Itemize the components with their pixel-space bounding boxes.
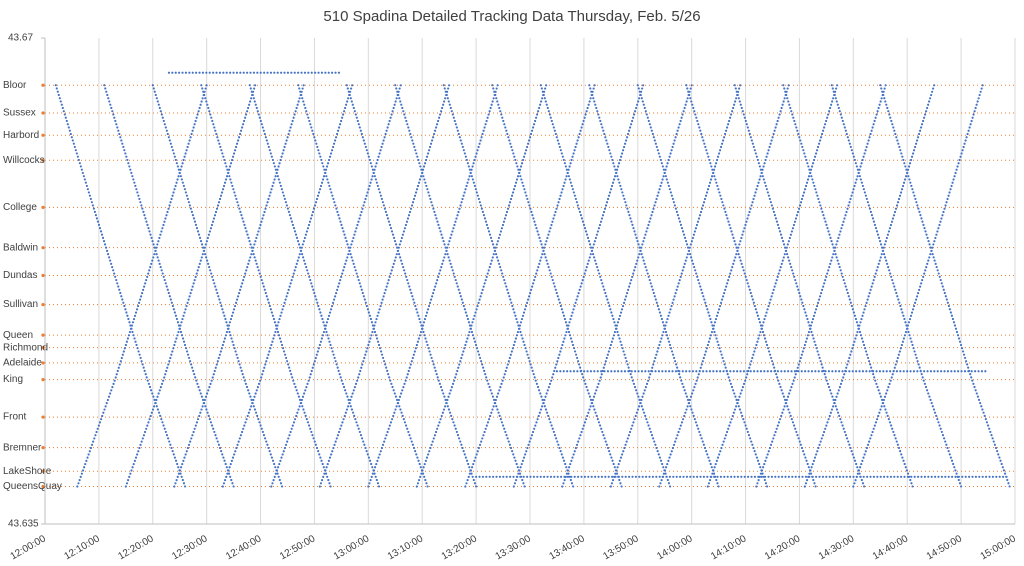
x-tick-label: 12:20:00 (116, 533, 156, 562)
x-tick-label: 12:10:00 (62, 533, 102, 562)
stop-label: Queen (3, 330, 33, 341)
stop-marker (41, 246, 45, 250)
x-tick-label: 14:10:00 (709, 533, 749, 562)
x-tick-label: 14:20:00 (763, 533, 803, 562)
stop-label: College (3, 202, 37, 213)
stop-label: Dundas (3, 270, 37, 281)
x-tick-label: 12:00:00 (9, 533, 49, 562)
stop-marker (41, 303, 45, 307)
vehicle-track (54, 71, 1011, 488)
x-tick-label: 13:10:00 (386, 533, 426, 562)
stop-marker (41, 415, 45, 419)
stop-label: Sussex (3, 108, 36, 119)
stop-marker (41, 484, 45, 489)
stop-label: QueensQuay (3, 481, 62, 492)
stop-label: Bloor (3, 80, 27, 91)
x-tick-label: 12:40:00 (224, 533, 264, 562)
x-tick-label: 13:40:00 (547, 533, 587, 562)
stop-marker (41, 346, 45, 350)
x-tick-label: 12:50:00 (278, 533, 318, 562)
x-tick-label: 14:50:00 (925, 533, 965, 562)
stop-label: Adelaide (3, 358, 42, 369)
x-tick-label: 15:00:00 (979, 533, 1019, 562)
stop-marker (41, 133, 45, 137)
x-tick-label: 12:30:00 (170, 533, 210, 562)
stop-marker (41, 361, 45, 365)
x-tick-label: 13:00:00 (332, 533, 372, 562)
stop-marker (41, 83, 45, 87)
stop-label: Harbord (3, 130, 39, 141)
stop-marker (41, 469, 45, 473)
x-tick-label: 14:00:00 (655, 533, 695, 562)
stop-marker (41, 205, 45, 210)
stop-marker (41, 377, 45, 382)
stop-label: Richmond (3, 342, 48, 353)
stop-label: Front (3, 412, 27, 423)
stop-label: Willcocks (3, 155, 45, 166)
stop-label: Sullivan (3, 299, 38, 310)
x-tick-label: 13:20:00 (440, 533, 480, 562)
stop-label: Baldwin (3, 242, 38, 253)
stop-marker (41, 158, 45, 162)
stop-label: LakeShore (3, 466, 52, 477)
y-tick-label: 43.67 (8, 33, 33, 44)
stop-marker (41, 111, 45, 115)
x-tick-label: 14:30:00 (817, 533, 857, 562)
y-tick-label: 43.635 (8, 519, 39, 530)
chart-title: 510 Spadina Detailed Tracking Data Thurs… (323, 8, 700, 25)
stop-label: King (3, 374, 23, 385)
x-tick-label: 14:40:00 (871, 533, 911, 562)
stop-label: Bremner (3, 442, 42, 453)
stop-marker (41, 446, 45, 450)
stop-marker (41, 273, 45, 278)
x-tick-label: 13:30:00 (494, 533, 534, 562)
x-tick-label: 13:50:00 (601, 533, 641, 562)
stop-marker (41, 333, 45, 337)
